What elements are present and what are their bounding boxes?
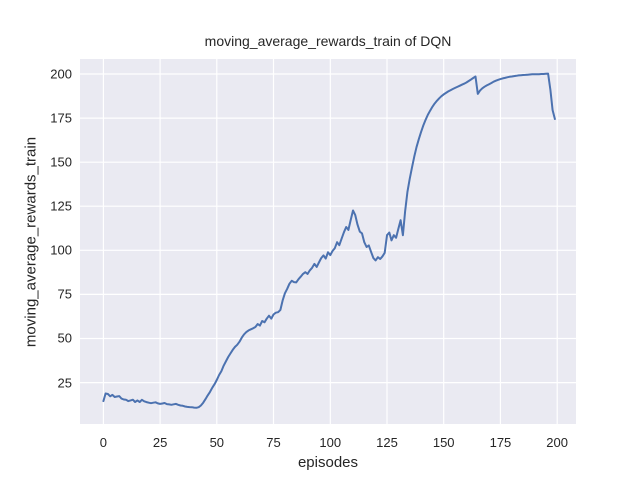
y-tick-label: 150	[50, 154, 72, 170]
plot-area	[80, 59, 576, 424]
y-tick-label: 200	[50, 66, 72, 82]
x-axis-label: episodes	[297, 454, 359, 471]
x-tick-label: 125	[376, 435, 398, 450]
chart-title: moving_average_rewards_train of DQN	[204, 33, 452, 49]
x-tick-label: 0	[99, 435, 107, 450]
x-tick-label: 100	[319, 435, 342, 450]
y-tick-label: 175	[50, 110, 72, 126]
y-tick-label: 25	[57, 375, 72, 391]
y-tick-label: 100	[50, 242, 72, 258]
chart-canvas	[80, 59, 576, 424]
y-tick-label: 125	[50, 198, 72, 214]
y-tick-label: 75	[57, 286, 72, 302]
x-tick-label: 175	[489, 435, 512, 450]
series-line	[102, 72, 556, 409]
x-tick-label: 25	[152, 435, 168, 450]
x-tick-label: 150	[432, 435, 455, 450]
x-tick-label: 200	[546, 435, 569, 450]
y-tick-label: 50	[57, 330, 72, 346]
x-tick-label: 75	[266, 435, 281, 450]
x-tick-label: 50	[209, 435, 225, 450]
